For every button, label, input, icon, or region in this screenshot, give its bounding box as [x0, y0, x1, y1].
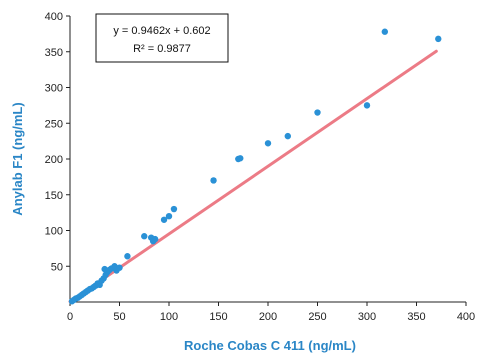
- x-tick-label: 200: [259, 311, 277, 323]
- equation-box: y = 0.9462x + 0.602 R² = 0.9877: [95, 13, 229, 63]
- y-tick-label: 300: [45, 83, 63, 95]
- plot-area: [68, 49, 438, 304]
- x-tick-label: 50: [113, 311, 125, 323]
- data-points: [68, 28, 442, 305]
- data-point: [141, 233, 148, 240]
- data-point: [314, 109, 321, 116]
- data-point: [170, 205, 178, 213]
- data-point: [284, 132, 291, 140]
- data-point: [381, 28, 389, 35]
- data-point: [363, 102, 371, 109]
- y-tick-label: 150: [45, 190, 63, 202]
- x-tick-labels: 0 50 100 150 200 250 300 350 400: [67, 302, 475, 323]
- y-tick-labels: 50 100 150 200 250 300 350 400: [45, 11, 70, 273]
- x-axis-title: Roche Cobas C 411 (ng/mL): [184, 338, 356, 353]
- y-tick-label: 350: [45, 47, 63, 59]
- data-point: [151, 235, 159, 243]
- regression-line: [68, 49, 438, 304]
- y-axis-title: Anylab F1 (ng/mL): [10, 102, 25, 215]
- regression-equation: y = 0.9462x + 0.602: [113, 25, 210, 37]
- equation-box-border: [95, 13, 229, 63]
- x-tick-label: 100: [160, 311, 178, 323]
- x-tick-label: 250: [308, 311, 326, 323]
- x-tick-label: 350: [407, 311, 425, 323]
- data-point: [210, 177, 217, 184]
- x-tick-label: 150: [209, 311, 227, 323]
- data-point: [435, 35, 442, 43]
- x-tick-label: 0: [67, 311, 73, 323]
- y-tick-label: 200: [45, 154, 63, 166]
- data-point: [124, 253, 131, 260]
- y-tick-label: 50: [51, 261, 63, 273]
- y-tick-label: 400: [45, 11, 63, 23]
- data-point: [165, 213, 173, 220]
- y-tick-label: 250: [45, 118, 63, 130]
- data-point: [116, 264, 123, 271]
- data-point: [264, 140, 272, 147]
- y-tick-label: 100: [45, 226, 63, 238]
- r-squared: R² = 0.9877: [133, 43, 191, 55]
- data-point: [160, 216, 168, 223]
- x-tick-label: 400: [457, 311, 475, 323]
- data-point: [101, 265, 108, 273]
- x-tick-label: 300: [358, 311, 376, 323]
- data-point: [237, 155, 244, 162]
